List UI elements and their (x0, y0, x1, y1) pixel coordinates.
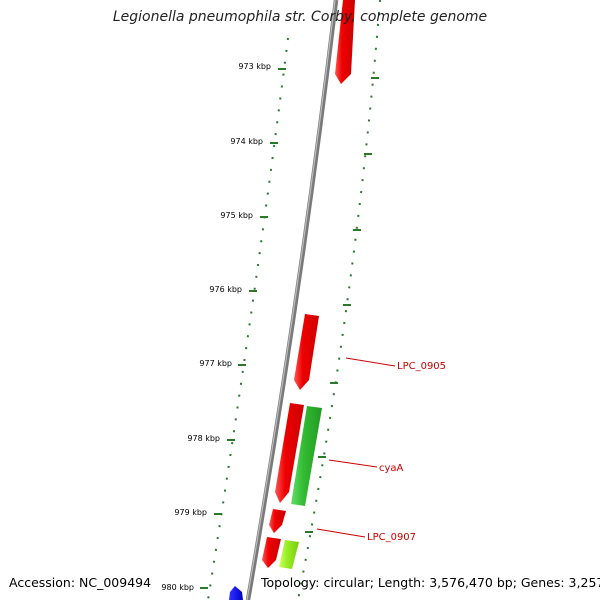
leader-line (345, 357, 396, 367)
gene-label-cyaa[interactable]: cyaA (379, 463, 404, 474)
cds-feature[interactable] (269, 509, 286, 533)
outer-tick-marks (305, 77, 379, 533)
genome-title: Legionella pneumophila str. Corby, compl… (112, 9, 488, 25)
scale-label: 977 kbp (199, 359, 232, 368)
gene-label-lpc-0905[interactable]: LPC_0905 (397, 361, 446, 372)
scale-label: 979 kbp (174, 508, 207, 517)
scale-label: 980 kbp (161, 583, 194, 592)
scale-label: 974 kbp (230, 137, 263, 146)
reverse-strand-features (279, 406, 322, 569)
cds-feature[interactable] (335, 0, 355, 84)
cds-feature[interactable] (291, 406, 322, 506)
genome-backbone (245, 0, 339, 600)
cds-feature[interactable] (275, 403, 304, 503)
gene-label-leaders (316, 357, 396, 538)
scale-labels: 973 kbp 974 kbp 975 kbp 976 kbp 977 kbp … (161, 62, 271, 592)
gene-labels: LPC_0905 cyaA LPC_0907 (367, 361, 446, 543)
inner-tick-marks (200, 68, 286, 589)
scale-label: 976 kbp (209, 285, 242, 294)
cds-feature[interactable] (279, 540, 299, 569)
genome-summary-text: Topology: circular; Length: 3,576,470 bp… (261, 575, 600, 590)
leader-line (316, 528, 366, 538)
genome-backbone-highlight (246, 0, 336, 600)
gene-label-lpc-0907[interactable]: LPC_0907 (367, 532, 416, 543)
scale-label: 975 kbp (220, 211, 253, 220)
rna-feature[interactable] (229, 586, 243, 600)
cds-feature[interactable] (262, 537, 281, 568)
forward-strand-features (262, 0, 355, 568)
leader-line (328, 459, 378, 468)
scale-label: 978 kbp (187, 434, 220, 443)
cds-feature[interactable] (294, 314, 319, 390)
accession-text: Accession: NC_009494 (9, 575, 152, 590)
outer-dotted-ring (297, 0, 381, 600)
scale-label: 973 kbp (238, 62, 271, 71)
